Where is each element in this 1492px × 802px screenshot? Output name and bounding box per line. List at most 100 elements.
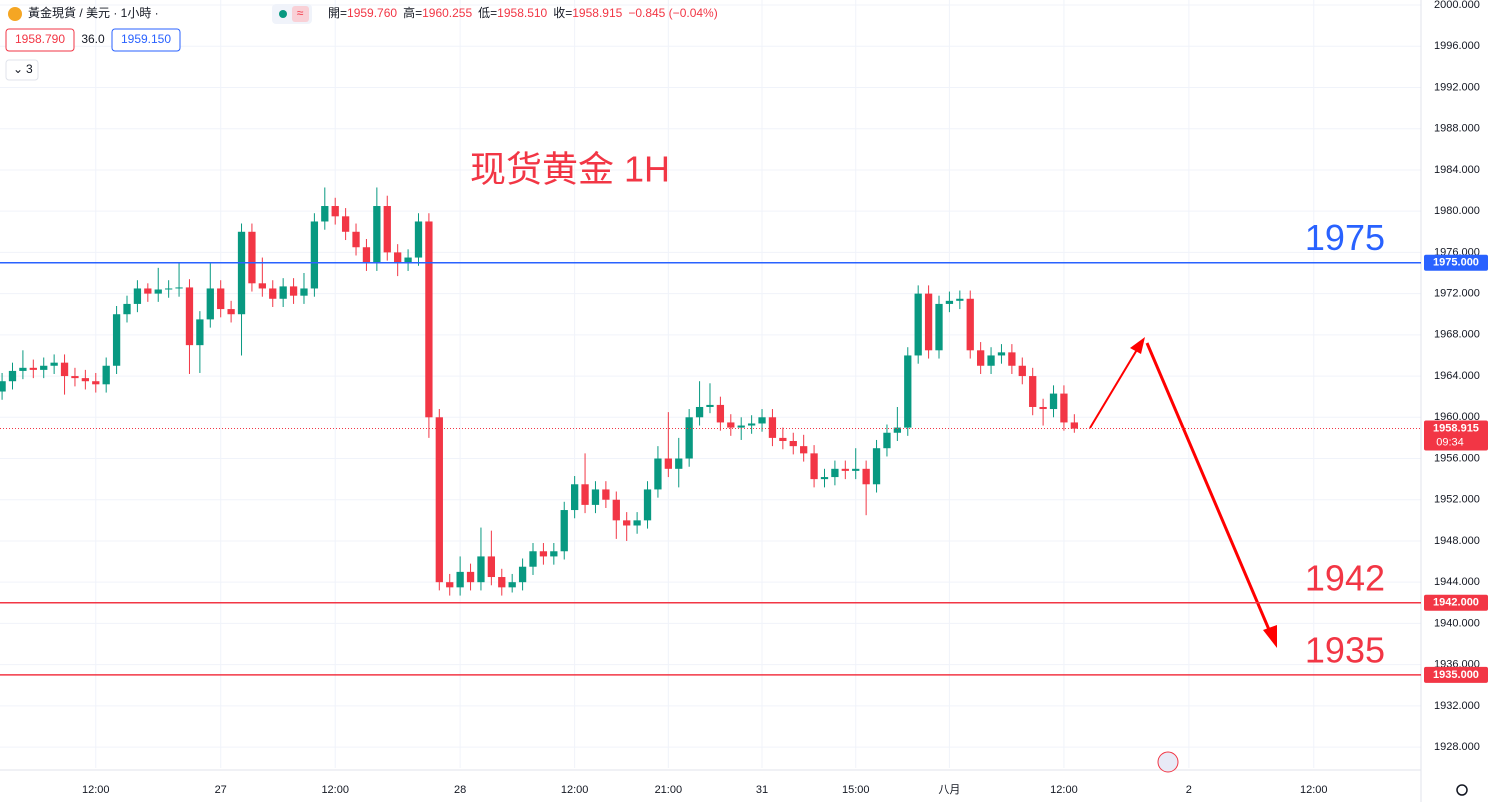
candle-body <box>654 458 662 490</box>
svg-text:⌄: ⌄ <box>13 62 23 76</box>
candle-body <box>123 303 131 315</box>
x-tick-label: 28 <box>454 784 466 796</box>
candle-body <box>852 468 860 471</box>
candle-body <box>362 247 371 263</box>
candle-body <box>685 417 693 459</box>
bid-box[interactable] <box>5 28 75 52</box>
level-label: 1975 <box>1305 217 1385 258</box>
candle-body <box>706 404 714 407</box>
candle-body <box>341 216 350 232</box>
candle-body <box>935 303 943 351</box>
candle-body <box>820 477 829 480</box>
candle-body <box>383 206 391 253</box>
candle-body <box>591 489 600 505</box>
candle-body <box>768 417 777 438</box>
indicator-toggle[interactable] <box>5 59 39 81</box>
ohlc-change: −0.845 (−0.04%) <box>628 6 717 20</box>
candle-body <box>40 365 48 370</box>
candle-body <box>102 365 110 385</box>
level-tag <box>1424 594 1488 611</box>
y-tick-label: 1948.000 <box>1434 535 1480 547</box>
candle-body <box>623 520 631 526</box>
candle-body <box>92 381 100 385</box>
level-tag <box>1424 254 1488 271</box>
candle-body <box>956 298 964 301</box>
candle-body <box>518 566 527 583</box>
candle-body <box>914 293 922 356</box>
ask-box[interactable] <box>111 28 181 52</box>
candle-body <box>456 571 464 588</box>
y-tick-label: 1952.000 <box>1434 494 1480 506</box>
header: 黃金現貨 / 美元 · 1小時 · ≈ 1958.790 36.0 1959.1… <box>5 4 718 81</box>
candle-body <box>581 484 589 505</box>
x-tick-label: 31 <box>756 784 768 796</box>
x-tick-label: 八月 <box>938 784 960 796</box>
countdown-label: 09:34 <box>1436 436 1464 448</box>
candle-body <box>987 355 995 366</box>
x-tick-label: 27 <box>215 784 227 796</box>
forecast-arrows <box>1089 337 1277 648</box>
candle-body <box>810 453 818 480</box>
candle-body <box>154 289 162 294</box>
candle-body <box>289 286 298 296</box>
bid: 1958.790 <box>15 32 65 46</box>
candle-body <box>904 355 912 428</box>
candle-body <box>1029 376 1037 407</box>
chart-title: 现货黄金 1H <box>470 149 670 190</box>
level-tag-label: 1942.000 <box>1433 597 1479 609</box>
ohlc-label: 低= <box>478 6 497 20</box>
candle-body <box>945 300 954 304</box>
level-label: 1942 <box>1305 557 1385 598</box>
candle-body <box>404 257 412 263</box>
candle-body <box>331 206 339 217</box>
candle-body <box>425 221 433 418</box>
candle-body <box>258 283 266 289</box>
candle-body <box>1049 393 1058 410</box>
candle-body <box>602 489 610 500</box>
candle-body <box>779 437 787 441</box>
candle-body <box>394 252 402 263</box>
y-tick-label: 1960.000 <box>1434 411 1480 423</box>
x-tick-label: 2 <box>1186 784 1192 796</box>
candle-body <box>279 286 287 299</box>
candle-body <box>81 378 90 382</box>
candle-body <box>831 468 839 478</box>
candle-body <box>498 577 506 588</box>
candle-body <box>789 440 797 447</box>
candle-body <box>1039 406 1047 410</box>
settings-icon[interactable] <box>1456 784 1468 796</box>
candle-body <box>508 582 516 588</box>
y-tick-label: 1932.000 <box>1434 700 1480 712</box>
level-tag-label: 1935.000 <box>1433 669 1479 681</box>
candle-body <box>50 362 58 366</box>
ohlc-value: 1958.915 <box>572 6 622 20</box>
candle-body <box>175 287 183 289</box>
indicator-count: 3 <box>26 62 33 76</box>
x-tick-label: 21:00 <box>655 784 683 796</box>
level-tag <box>1424 666 1488 683</box>
candle-body <box>414 221 423 258</box>
candle-body <box>248 231 256 284</box>
event-icon[interactable] <box>1157 751 1179 773</box>
candle-body <box>269 288 277 299</box>
y-tick-label: 1956.000 <box>1434 452 1480 464</box>
y-tick-label: 1980.000 <box>1434 205 1480 217</box>
candle-body <box>310 221 319 289</box>
x-tick-label: 12:00 <box>1300 784 1328 796</box>
candle-body <box>862 468 870 485</box>
candle-body <box>1070 422 1078 429</box>
candle-body <box>1008 352 1016 366</box>
candle-body <box>977 350 985 366</box>
candle-body <box>237 231 246 315</box>
candle-body <box>466 571 475 583</box>
x-tick-label: 12:00 <box>321 784 349 796</box>
candle-body <box>529 551 537 567</box>
candle-body <box>0 381 6 392</box>
candle-body <box>800 446 808 454</box>
y-tick-label: 1964.000 <box>1434 370 1480 382</box>
x-tick-label: 12:00 <box>1050 784 1078 796</box>
candle-body <box>133 288 142 304</box>
candle-body <box>19 367 27 371</box>
y-tick-label: 1944.000 <box>1434 576 1480 588</box>
symbol: 黃金現貨 / 美元 · 1小時 · <box>28 5 159 20</box>
